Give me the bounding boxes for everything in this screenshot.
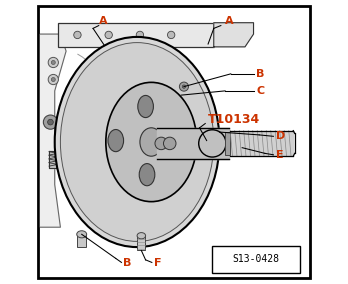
Circle shape	[167, 31, 175, 39]
Ellipse shape	[173, 132, 189, 154]
Circle shape	[44, 115, 57, 129]
Bar	[57, 23, 214, 47]
Bar	[212, 246, 300, 273]
Circle shape	[199, 130, 226, 157]
Ellipse shape	[139, 164, 155, 186]
Ellipse shape	[106, 82, 197, 202]
Text: C: C	[256, 86, 264, 96]
Circle shape	[48, 119, 53, 125]
Text: B: B	[123, 258, 131, 268]
Circle shape	[105, 31, 112, 39]
Text: S13-0428: S13-0428	[233, 254, 280, 264]
Text: B: B	[256, 69, 265, 79]
Text: F: F	[154, 258, 161, 268]
Circle shape	[182, 85, 185, 88]
Circle shape	[180, 82, 189, 91]
Circle shape	[164, 137, 176, 150]
Ellipse shape	[137, 233, 145, 239]
Polygon shape	[157, 128, 229, 159]
Bar	[137, 236, 145, 250]
Text: T10134: T10134	[208, 113, 260, 126]
Circle shape	[74, 31, 81, 39]
Text: A: A	[99, 16, 108, 26]
Ellipse shape	[77, 231, 87, 238]
Circle shape	[51, 60, 55, 64]
Ellipse shape	[138, 95, 153, 118]
Polygon shape	[40, 34, 66, 227]
Bar	[225, 132, 230, 155]
Circle shape	[48, 57, 58, 68]
Circle shape	[51, 78, 55, 82]
Polygon shape	[49, 151, 69, 168]
Ellipse shape	[108, 130, 124, 152]
Text: D: D	[276, 131, 285, 141]
Circle shape	[48, 74, 58, 85]
Bar	[77, 234, 86, 247]
Text: A: A	[225, 16, 234, 26]
Ellipse shape	[55, 37, 220, 247]
Polygon shape	[214, 23, 254, 47]
Circle shape	[155, 137, 167, 150]
Circle shape	[136, 31, 144, 39]
Text: E: E	[276, 150, 284, 160]
Polygon shape	[230, 131, 293, 156]
Ellipse shape	[61, 43, 214, 241]
Ellipse shape	[140, 128, 163, 156]
